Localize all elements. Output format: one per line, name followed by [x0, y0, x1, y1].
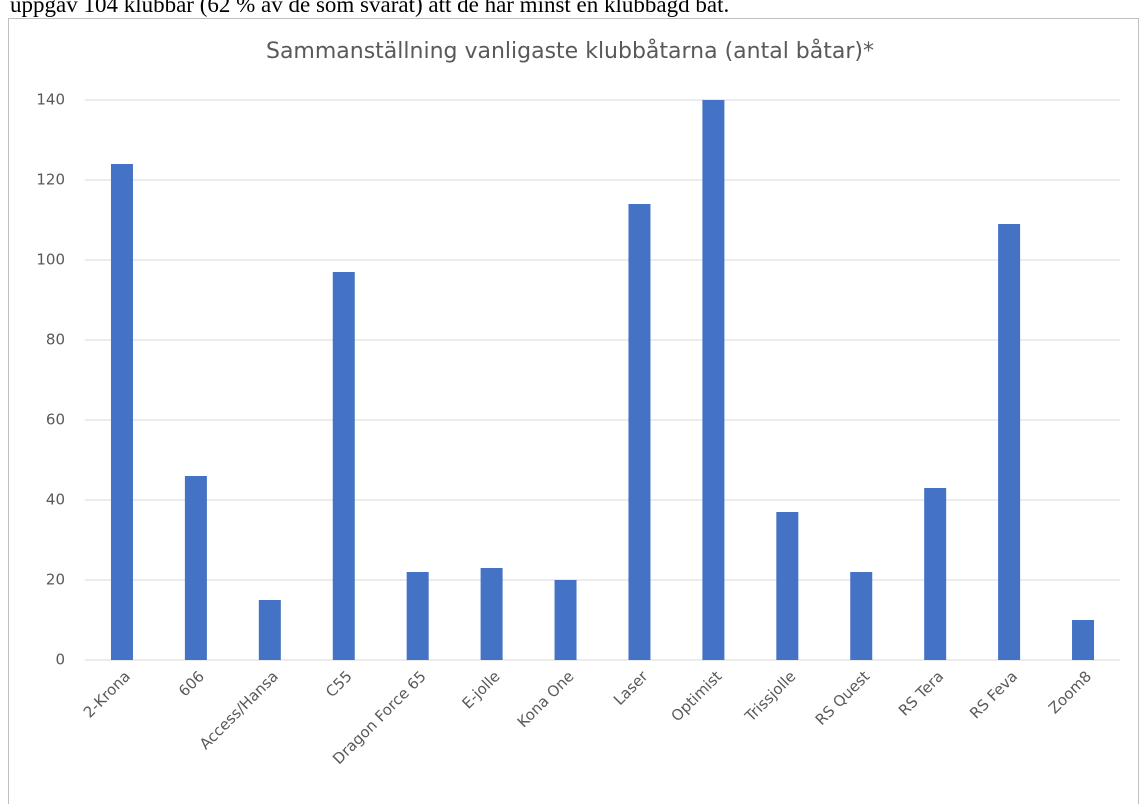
- y-tick-label: 40: [46, 491, 65, 509]
- caption: uppgav 104 klubbar (62 % av de som svara…: [10, 0, 729, 17]
- bar: [702, 100, 725, 660]
- bar: [924, 488, 947, 660]
- y-tick-label: 60: [46, 411, 65, 429]
- bar: [406, 572, 429, 660]
- x-tick-label: Zoom8: [1045, 667, 1095, 717]
- x-tick-label: RS Tera: [895, 667, 947, 719]
- y-tick-label: 80: [46, 331, 65, 349]
- x-tick-label: E-jolle: [458, 667, 503, 712]
- y-tick-label: 140: [36, 91, 65, 109]
- x-tick-label: Laser: [610, 667, 652, 709]
- x-tick-label: RS Quest: [812, 667, 874, 729]
- chart-title: Sammanställning vanligaste klubbåtarna (…: [266, 38, 874, 64]
- y-tick-label: 20: [46, 571, 65, 589]
- y-tick-label: 120: [36, 171, 65, 189]
- bar: [480, 568, 503, 660]
- x-tick-label: C55: [322, 667, 356, 701]
- x-tick-label: Trissjolle: [741, 667, 800, 726]
- bar: [776, 512, 799, 660]
- x-tick-label: RS Feva: [966, 667, 1021, 722]
- bar: [998, 224, 1021, 660]
- bar: [184, 476, 207, 660]
- bar: [628, 204, 651, 660]
- bar: [554, 580, 577, 660]
- y-tick-label: 0: [55, 651, 65, 669]
- x-tick-label: 2-Krona: [80, 667, 134, 721]
- bar: [850, 572, 873, 660]
- x-tick-label: Optimist: [668, 667, 726, 725]
- bar: [1072, 620, 1095, 660]
- x-tick-label: Kona One: [514, 667, 578, 731]
- x-tick-label: Access/Hansa: [196, 667, 282, 753]
- y-tick-label: 100: [36, 251, 65, 269]
- bar: [332, 272, 355, 660]
- bar: [110, 164, 133, 660]
- chart-frame: [8, 18, 1139, 804]
- bar: [258, 600, 281, 660]
- x-tick-label: 606: [175, 667, 208, 700]
